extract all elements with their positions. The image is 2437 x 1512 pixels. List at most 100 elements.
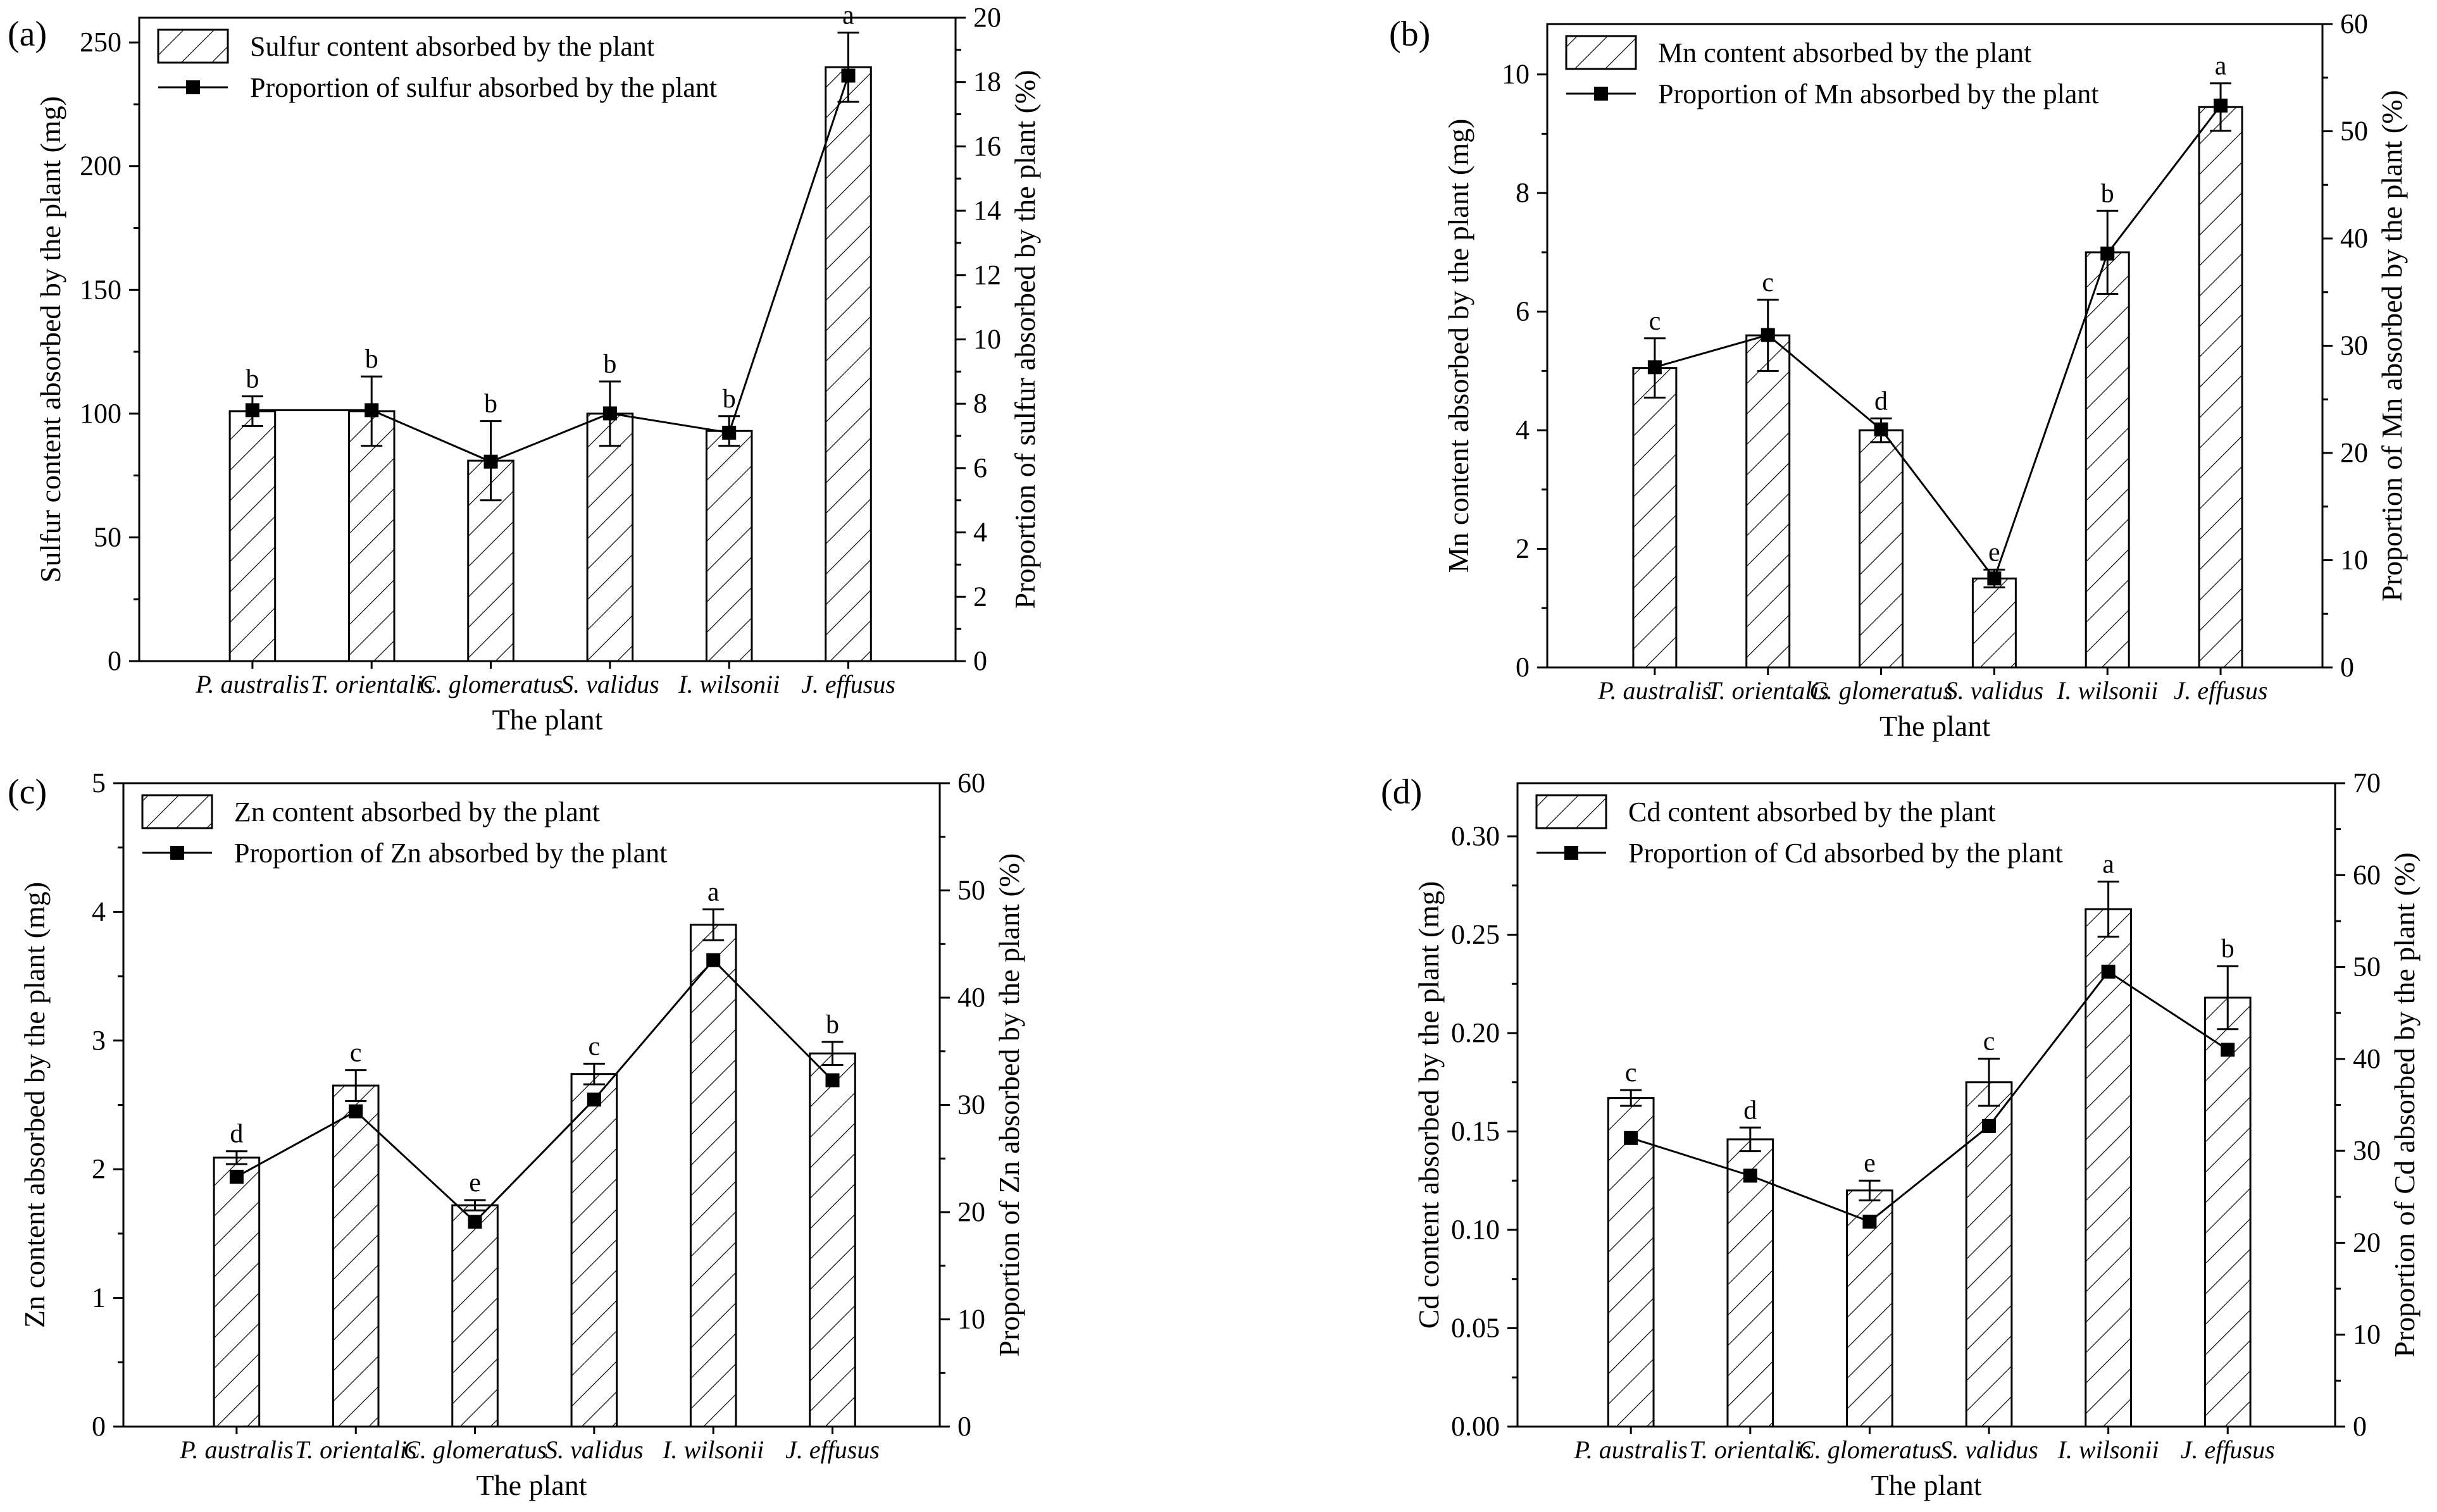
bar-2 — [347, 410, 396, 662]
y-tick-label-6: 5 — [92, 767, 106, 798]
significance-letter-5: b — [2101, 179, 2114, 208]
legend-line-marker — [186, 80, 200, 94]
y2-tick-label-1: 0 — [2353, 1411, 2367, 1442]
y2-tick-label-2: 10 — [2340, 545, 2368, 576]
legend-line-marker — [1564, 846, 1578, 860]
bar-4 — [586, 412, 634, 662]
significance-letter-3: d — [1874, 387, 1888, 416]
y-tick-label-2: 50 — [94, 521, 122, 552]
line-point-4 — [1982, 1119, 1997, 1133]
y-tick-label-4: 6 — [1516, 296, 1530, 327]
significance-letter-4: b — [603, 350, 616, 379]
bar-4 — [1971, 577, 2017, 669]
bar-3 — [1859, 429, 1904, 669]
bar-3 — [451, 1204, 499, 1428]
y-tick-label-4: 0.15 — [1451, 1115, 1500, 1146]
y-tick-label-3: 4 — [1516, 414, 1530, 445]
y-tick-label-5: 200 — [80, 151, 122, 182]
y2-tick-label-3: 20 — [2353, 1227, 2381, 1258]
x-tick-label-2: T. orientalis — [1689, 1435, 1811, 1464]
line-point-1 — [229, 1170, 244, 1184]
bar-2 — [1726, 1138, 1774, 1428]
line-point-4 — [1987, 571, 2002, 586]
x-tick-label-1: P. australis — [195, 670, 309, 698]
significance-letter-5: a — [2102, 850, 2114, 879]
y2-tick-label-11: 20 — [973, 2, 1001, 33]
y-tick-label-6: 250 — [80, 27, 122, 58]
y-tick-label-4: 3 — [92, 1025, 106, 1056]
y-tick-label-1: 0 — [92, 1411, 106, 1442]
y2-tick-label-8: 14 — [973, 195, 1001, 226]
legend-line-label: Proportion of Zn absorbed by the plant — [234, 838, 667, 869]
bar-3 — [1846, 1189, 1893, 1428]
y2-tick-label-5: 40 — [957, 982, 985, 1013]
line-point-5 — [2100, 246, 2115, 261]
y2-tick-label-4: 30 — [2353, 1135, 2381, 1166]
y2-tick-label-7: 60 — [957, 767, 985, 798]
x-tick-label-2: T. orientalis — [295, 1435, 417, 1464]
x-tick-label-6: J. effusus — [2174, 676, 2268, 705]
bar-5 — [689, 924, 737, 1428]
y-tick-label-1: 0 — [108, 645, 122, 676]
x-axis-title: The plant — [1879, 710, 1990, 742]
legend-bar-label: Cd content absorbed by the plant — [1628, 796, 1995, 827]
x-tick-label-1: P. australis — [179, 1435, 293, 1464]
bar-1 — [1632, 367, 1678, 669]
line-point-3 — [483, 454, 498, 469]
legend-line-label: Proportion of sulfur absorbed by the pla… — [250, 72, 717, 103]
y2-tick-label-5: 40 — [2353, 1043, 2381, 1074]
panel-label: (b) — [1389, 15, 1430, 54]
y2-tick-label-2: 10 — [2353, 1319, 2381, 1350]
y2-axis-title: Proportion of Mn absorbed by the plant (… — [2376, 90, 2408, 602]
y-tick-label-3: 100 — [80, 398, 122, 429]
legend-bar-label: Zn content absorbed by the plant — [234, 796, 600, 827]
y2-tick-label-7: 60 — [2353, 859, 2381, 890]
y2-tick-label-6: 50 — [2353, 951, 2381, 982]
x-tick-label-4: S. validus — [545, 1435, 644, 1464]
proportion-line — [1654, 104, 2222, 581]
x-tick-label-2: T. orientalis — [311, 670, 433, 698]
significance-letter-1: d — [230, 1120, 243, 1149]
line-point-5 — [2101, 964, 2116, 979]
panel-label: (a) — [8, 15, 47, 54]
y2-tick-label-10: 18 — [973, 66, 1001, 97]
y-axis-title: Sulfur content absorbed by the plant (mg… — [34, 96, 66, 583]
bar-6 — [809, 1052, 856, 1428]
y-tick-label-7: 0.30 — [1451, 821, 1500, 852]
y2-tick-label-8: 70 — [2353, 767, 2381, 798]
y2-tick-label-2: 2 — [973, 581, 987, 612]
y2-tick-label-7: 12 — [973, 259, 1001, 290]
y2-tick-label-1: 0 — [957, 1411, 971, 1442]
legend-bar-swatch — [141, 794, 213, 829]
y2-tick-label-3: 20 — [2340, 437, 2368, 468]
y2-tick-label-1: 0 — [2340, 652, 2354, 683]
x-tick-label-5: I. wilsonii — [2057, 1435, 2159, 1464]
x-tick-label-4: S. validus — [561, 670, 659, 698]
bar-2 — [332, 1084, 380, 1428]
x-tick-label-5: I. wilsonii — [662, 1435, 764, 1464]
significance-letter-6: b — [2221, 934, 2234, 964]
x-tick-label-1: P. australis — [1597, 676, 1711, 705]
line-point-4 — [587, 1093, 601, 1107]
significance-letter-3: e — [1864, 1149, 1876, 1178]
line-point-6 — [2214, 98, 2228, 113]
line-point-6 — [825, 1073, 840, 1088]
significance-letter-2: b — [365, 345, 378, 374]
bar-5 — [2085, 908, 2132, 1428]
x-tick-label-2: T. orientalis — [1707, 676, 1829, 705]
line-point-5 — [722, 425, 737, 440]
significance-letter-4: c — [589, 1032, 601, 1061]
y-tick-label-6: 10 — [1502, 59, 1530, 90]
y2-tick-label-5: 40 — [2340, 223, 2368, 254]
line-point-1 — [1647, 360, 1662, 375]
y-tick-label-4: 150 — [80, 274, 122, 305]
y2-axis-title: Proportion of sulfur absorbed by the pla… — [1009, 70, 1041, 609]
significance-letter-4: e — [1988, 538, 2000, 567]
legend-bar-label: Mn content absorbed by the plant — [1658, 37, 2031, 68]
bar-6 — [2203, 996, 2252, 1428]
y-tick-label-5: 8 — [1516, 177, 1530, 208]
x-tick-label-6: J. effusus — [785, 1435, 880, 1464]
y-axis-title: Cd content absorbed by the plant (mg) — [1412, 881, 1445, 1329]
legend-line-label: Proportion of Mn absorbed by the plant — [1658, 78, 2099, 109]
